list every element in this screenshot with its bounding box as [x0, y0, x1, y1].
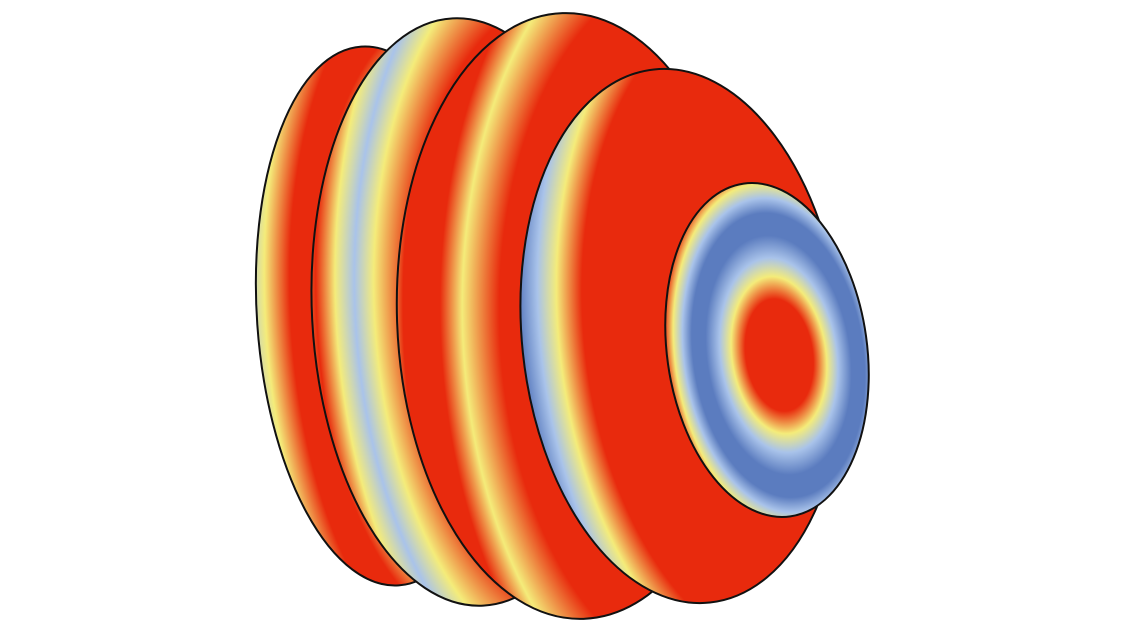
disk-stack — [254, 12, 870, 620]
disk-5 — [664, 182, 870, 518]
